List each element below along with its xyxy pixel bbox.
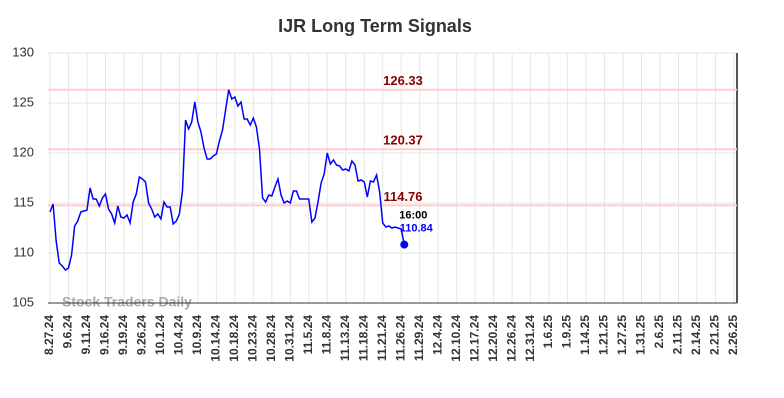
chart-title: IJR Long Term Signals [278, 16, 472, 36]
x-tick-label: 11.5.24 [301, 315, 315, 355]
x-tick-label: 12.10.24 [449, 315, 463, 362]
x-tick-label: 9.19.24 [116, 315, 130, 355]
x-tick-label: 11.18.24 [356, 315, 370, 361]
signal-label: 120.37 [383, 133, 423, 148]
last-time-label: 16:00 [399, 210, 427, 222]
y-tick-label: 105 [12, 294, 34, 309]
x-tick-label: 11.8.24 [319, 315, 333, 355]
last-point [400, 240, 409, 249]
x-tick-label: 10.1.24 [153, 315, 167, 355]
x-tick-label: 12.20.24 [486, 315, 500, 362]
x-tick-label: 11.29.24 [412, 315, 426, 361]
x-tick-label: 9.11.24 [79, 315, 93, 355]
y-tick-label: 120 [12, 144, 34, 159]
x-tick-label: 2.26.25 [726, 315, 740, 355]
x-tick-label: 10.23.24 [245, 315, 259, 362]
x-tick-label: 10.28.24 [264, 315, 278, 362]
y-tick-label: 110 [13, 244, 34, 259]
x-tick-label: 8.27.24 [42, 315, 56, 355]
x-tick-label: 12.17.24 [467, 315, 481, 362]
x-tick-label: 1.6.25 [541, 315, 555, 349]
x-tick-label: 10.18.24 [227, 315, 241, 362]
x-tick-label: 2.11.25 [671, 315, 685, 355]
x-tick-label: 10.31.24 [282, 315, 296, 362]
x-tick-label: 12.4.24 [430, 315, 444, 355]
x-tick-label: 2.21.25 [708, 315, 722, 355]
last-value-label: 110.84 [400, 223, 434, 235]
x-tick-label: 1.21.25 [597, 315, 611, 355]
watermark: Stock Traders Daily [62, 294, 192, 310]
x-tick-label: 12.31.24 [523, 315, 537, 362]
x-tick-label: 10.14.24 [209, 315, 223, 362]
x-tick-label: 10.4.24 [172, 315, 186, 355]
x-tick-label: 9.16.24 [98, 315, 112, 355]
x-tick-label: 2.6.25 [652, 315, 666, 349]
y-tick-label: 115 [13, 194, 34, 209]
signal-label: 114.76 [383, 189, 422, 204]
signal-label: 126.33 [383, 73, 423, 88]
x-tick-label: 11.26.24 [393, 315, 407, 361]
x-tick-label: 9.26.24 [135, 315, 149, 355]
x-tick-label: 2.14.25 [689, 315, 703, 355]
x-tick-label: 12.26.24 [504, 315, 518, 362]
y-tick-label: 130 [12, 44, 34, 59]
x-tick-label: 1.9.25 [560, 315, 574, 349]
x-tick-label: 1.27.25 [615, 315, 629, 355]
y-tick-label: 125 [12, 94, 34, 109]
x-tick-label: 11.13.24 [338, 315, 352, 361]
x-tick-label: 1.31.25 [634, 315, 648, 355]
x-tick-label: 11.21.24 [375, 315, 389, 361]
x-tick-label: 9.6.24 [61, 315, 75, 349]
x-tick-label: 10.9.24 [190, 315, 204, 355]
x-tick-label: 1.14.25 [578, 315, 592, 355]
price-line [49, 89, 406, 272]
